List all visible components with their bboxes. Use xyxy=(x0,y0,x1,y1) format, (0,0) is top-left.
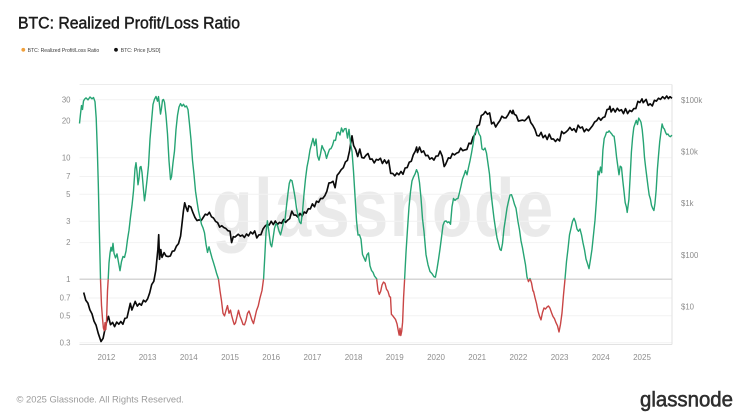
svg-text:2016: 2016 xyxy=(262,353,280,362)
svg-text:30: 30 xyxy=(62,95,71,104)
svg-text:BTC: Price [USD]: BTC: Price [USD] xyxy=(121,48,161,54)
svg-text:0.7: 0.7 xyxy=(60,294,71,303)
svg-text:BTC: Realized Profit/Loss Rati: BTC: Realized Profit/Loss Ratio xyxy=(28,48,100,54)
svg-text:10: 10 xyxy=(62,153,71,162)
svg-text:$10k: $10k xyxy=(681,148,698,157)
svg-text:$100: $100 xyxy=(681,251,699,260)
svg-text:5: 5 xyxy=(66,190,71,199)
svg-text:2013: 2013 xyxy=(139,353,157,362)
svg-text:$100k: $100k xyxy=(681,96,702,105)
svg-text:2017: 2017 xyxy=(304,353,322,362)
svg-text:1: 1 xyxy=(66,275,70,284)
svg-text:2021: 2021 xyxy=(468,353,486,362)
svg-text:2: 2 xyxy=(66,238,70,247)
svg-text:2018: 2018 xyxy=(345,353,363,362)
svg-text:2015: 2015 xyxy=(221,353,239,362)
svg-text:2022: 2022 xyxy=(510,353,528,362)
svg-text:7: 7 xyxy=(66,172,70,181)
svg-text:0.3: 0.3 xyxy=(60,338,71,347)
svg-text:2012: 2012 xyxy=(98,353,116,362)
svg-text:BTC: Realized Profit/Loss Rati: BTC: Realized Profit/Loss Ratio xyxy=(18,15,240,33)
svg-text:2025: 2025 xyxy=(633,353,651,362)
svg-text:2020: 2020 xyxy=(427,353,445,362)
svg-text:glassnode: glassnode xyxy=(640,389,733,412)
svg-text:2019: 2019 xyxy=(386,353,404,362)
svg-text:$1k: $1k xyxy=(681,199,694,208)
svg-text:2024: 2024 xyxy=(592,353,610,362)
svg-text:© 2025 Glassnode. All Rights R: © 2025 Glassnode. All Rights Reserved. xyxy=(17,394,184,405)
svg-text:$10: $10 xyxy=(681,303,695,312)
svg-text:2014: 2014 xyxy=(180,353,198,362)
svg-text:20: 20 xyxy=(62,117,71,126)
svg-text:3: 3 xyxy=(66,217,70,226)
svg-text:0.5: 0.5 xyxy=(60,311,72,320)
svg-text:2023: 2023 xyxy=(551,353,569,362)
